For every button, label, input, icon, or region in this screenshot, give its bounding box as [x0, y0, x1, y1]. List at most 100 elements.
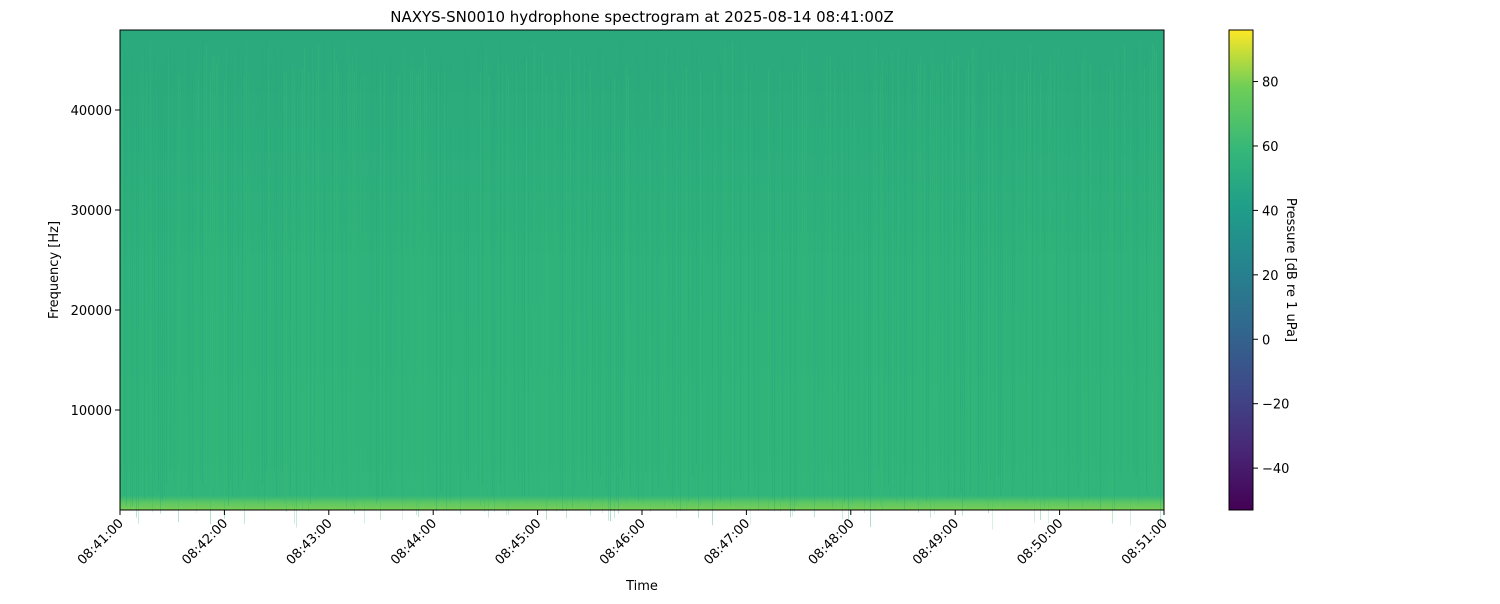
spectrogram-column	[798, 69, 799, 496]
colorbar-tick-label: 60	[1262, 140, 1279, 155]
spectrogram-column	[884, 59, 885, 491]
spectrogram-column	[218, 53, 219, 496]
spectrogram-column	[666, 42, 667, 470]
chart-title: NAXYS-SN0010 hydrophone spectrogram at 2…	[390, 8, 894, 26]
spectrogram-column	[1154, 47, 1155, 496]
spectrogram-column	[1116, 46, 1117, 476]
spectrogram-column	[974, 47, 975, 474]
spectrogram-column	[302, 68, 303, 511]
spectrogram-column	[732, 41, 733, 487]
spectrogram-column	[196, 65, 197, 514]
spectrogram-column	[970, 63, 971, 493]
spectrogram-column	[380, 70, 381, 520]
spectrogram-column	[1056, 67, 1057, 498]
spectrogram-column	[468, 58, 469, 482]
spectrogram-column	[720, 65, 721, 501]
spectrogram-column	[740, 43, 741, 481]
spectrogram-column	[796, 68, 797, 506]
y-tick-label: 20000	[71, 304, 112, 319]
spectrogram-column	[894, 60, 895, 490]
spectrogram-column	[312, 50, 313, 492]
spectrogram-column	[150, 42, 151, 474]
spectrogram-column	[178, 75, 179, 523]
spectrogram-column	[792, 74, 793, 517]
spectrogram-column	[772, 74, 773, 499]
spectrogram-column	[416, 74, 417, 516]
spectrogram-column	[932, 47, 933, 486]
y-tick-label: 30000	[71, 204, 112, 219]
spectrogram-column	[166, 53, 167, 485]
spectrogram-column	[404, 48, 405, 488]
spectrogram-column	[1034, 75, 1035, 523]
spectrogram-column	[464, 45, 465, 470]
spectrogram-column	[1134, 45, 1135, 474]
spectrogram-column	[602, 67, 603, 514]
spectrogram-column	[980, 42, 981, 464]
spectrogram-column	[620, 40, 621, 470]
spectrogram-column	[212, 56, 213, 485]
x-tick-label: 08:43:00	[284, 516, 336, 568]
spectrogram-column	[1026, 65, 1027, 504]
spectrogram-column	[146, 75, 147, 497]
spectrogram-column	[990, 47, 991, 479]
spectrogram-column	[686, 66, 687, 509]
spectrogram-column	[364, 74, 365, 524]
spectrogram-column	[224, 79, 225, 519]
spectrogram-column	[966, 68, 967, 497]
spectrogram-column	[924, 65, 925, 498]
spectrogram-column	[514, 57, 515, 479]
spectrogram-column	[898, 45, 899, 494]
spectrogram-column	[994, 63, 995, 495]
spectrogram-column	[586, 57, 587, 482]
spectrogram-column	[592, 73, 593, 502]
spectrogram-column	[1012, 72, 1013, 496]
spectrogram-column	[692, 40, 693, 476]
spectrogram-column	[1160, 79, 1161, 525]
spectrogram-column	[1040, 73, 1041, 520]
spectrogram-column	[1002, 68, 1003, 490]
x-tick-label: 08:49:00	[910, 516, 962, 568]
spectrogram-column	[646, 41, 647, 471]
spectrogram-column	[198, 47, 199, 497]
spectrogram-column	[546, 76, 547, 520]
spectrogram-column	[1062, 57, 1063, 483]
colorbar-label: Pressure [dB re 1 uPa]	[1283, 198, 1298, 342]
spectrogram-column	[658, 66, 659, 488]
spectrogram-column	[248, 75, 249, 498]
spectrogram-column	[714, 69, 715, 507]
spectrogram-column	[822, 51, 823, 500]
spectrogram-column	[238, 48, 239, 490]
spectrogram-column	[954, 73, 955, 499]
spectrogram-column	[1146, 46, 1147, 494]
spectrogram-column	[410, 70, 411, 498]
spectrogram-column	[266, 42, 267, 470]
spectrogram-column	[214, 55, 215, 483]
spectrogram-column	[1048, 79, 1049, 524]
spectrogram-column	[136, 76, 137, 518]
spectrogram-column	[258, 77, 259, 504]
spectrogram-column	[232, 60, 233, 498]
spectrogram-column	[758, 64, 759, 510]
spectrogram-column	[642, 62, 643, 502]
spectrogram-column	[876, 46, 877, 496]
spectrogram-column	[724, 40, 725, 462]
spectrogram-column	[534, 44, 535, 472]
spectrogram-column	[376, 58, 377, 503]
spectrogram-column	[938, 66, 939, 488]
spectrogram-column	[572, 58, 573, 509]
spectrogram-column	[940, 63, 941, 485]
spectrogram-column	[402, 76, 403, 521]
spectrogram-column	[180, 70, 181, 499]
spectrogram-column	[988, 71, 989, 514]
spectrogram-column	[890, 75, 891, 500]
spectrogram-column	[712, 78, 713, 526]
spectrogram-column	[228, 62, 229, 506]
spectrogram-column	[460, 74, 461, 515]
spectrogram-column	[616, 75, 617, 502]
spectrogram-column	[896, 59, 897, 503]
spectrogram-column	[330, 67, 331, 494]
spectrogram-column	[880, 74, 881, 506]
spectrogram-column	[508, 77, 509, 515]
spectrogram-column	[1110, 70, 1111, 495]
spectrogram-column	[226, 47, 227, 488]
